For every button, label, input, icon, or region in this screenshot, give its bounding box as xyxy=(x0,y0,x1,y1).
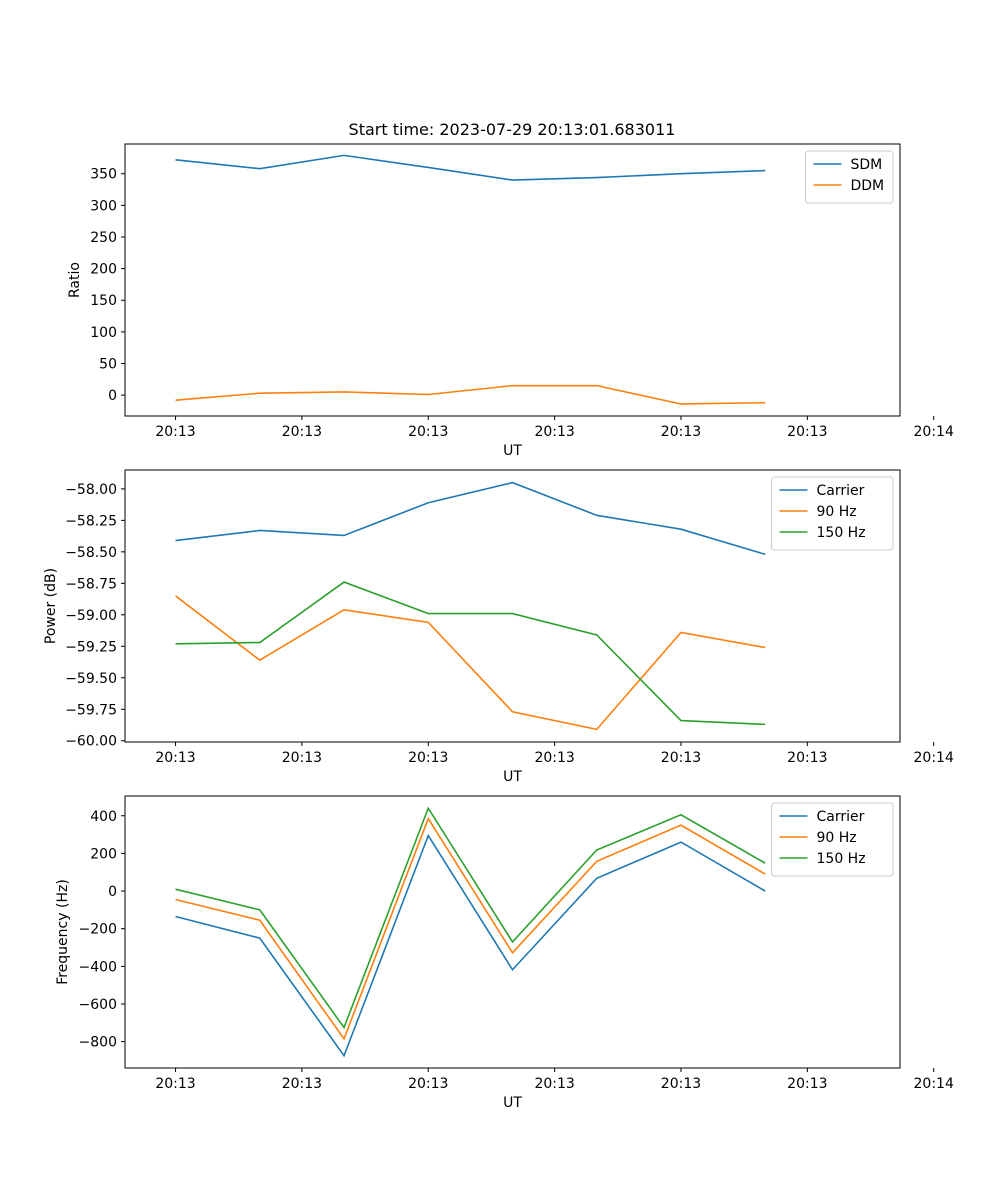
ratio-y-axis-label: Ratio xyxy=(67,262,83,298)
ratio-x-tick-label: 20:13 xyxy=(534,424,574,440)
frequency-y-axis-label: Frequency (Hz) xyxy=(55,879,71,985)
ratio-x-axis-label: UT xyxy=(503,443,522,459)
frequency-y-tick-label: −200 xyxy=(79,922,117,938)
power-axes-frame xyxy=(124,469,901,743)
frequency-x-tick-label: 20:13 xyxy=(534,1076,574,1092)
power-legend-label-carrier: Carrier xyxy=(817,483,865,499)
power-x-tick-label: 20:13 xyxy=(534,750,574,766)
ratio-axes-frame xyxy=(124,143,901,417)
power-y-tick-label: −59.50 xyxy=(65,671,117,687)
ratio-legend-label-sdm: SDM xyxy=(851,157,883,173)
panel-power: 20:13 20:13 20:13 20:13 20:13 20:13 20:14 UT −60… xyxy=(43,469,954,785)
frequency-plot-area xyxy=(125,796,900,1068)
power-x-tick-label: 20:13 xyxy=(155,750,195,766)
ratio-y-tick-label: 50 xyxy=(99,356,117,372)
frequency-x-tick-label: 20:13 xyxy=(661,1076,701,1092)
frequency-x-tick-label: 20:13 xyxy=(787,1076,827,1092)
frequency-x-tick-label: 20:14 xyxy=(914,1076,954,1092)
power-x-tick-label: 20:13 xyxy=(787,750,827,766)
ratio-x-tick-label: 20:13 xyxy=(661,424,701,440)
power-x-tick-label: 20:13 xyxy=(408,750,448,766)
ratio-plot-area xyxy=(125,144,900,416)
power-y-axis-label: Power (dB) xyxy=(43,568,59,644)
power-legend: Carrier 90 Hz 150 Hz xyxy=(771,476,894,551)
power-y-tick-label: −58.50 xyxy=(65,545,117,561)
frequency-y-tick-label: −800 xyxy=(79,1035,117,1051)
power-x-axis-label: UT xyxy=(503,769,522,785)
ratio-x-tick-label: 20:13 xyxy=(282,424,322,440)
ratio-y-tick-label: 300 xyxy=(90,198,117,214)
frequency-x-axis-label: UT xyxy=(503,1095,522,1111)
ratio-y-tick-label: 200 xyxy=(90,262,117,278)
frequency-series-90-hz-line xyxy=(175,816,766,1041)
frequency-y-tick-label: 200 xyxy=(90,846,117,862)
power-plot-area xyxy=(125,470,900,742)
frequency-legend-label-carrier: Carrier xyxy=(817,809,865,825)
frequency-y-tick-label: −400 xyxy=(79,959,117,975)
power-series-150-hz-line xyxy=(175,581,766,726)
frequency-axes-frame xyxy=(124,795,901,1069)
frequency-y-tick-label: 400 xyxy=(90,809,117,825)
power-x-tick-label: 20:14 xyxy=(914,750,954,766)
ratio-y-tick-label: 150 xyxy=(90,293,117,309)
power-x-tick-label: 20:13 xyxy=(661,750,701,766)
frequency-legend: Carrier 90 Hz 150 Hz xyxy=(771,802,894,877)
frequency-y-tick-label: 0 xyxy=(108,884,117,900)
figure-title: Start time: 2023-07-29 20:13:01.683011 xyxy=(349,120,676,139)
ratio-series-sdm-line xyxy=(175,154,766,181)
ratio-legend: SDM DDM xyxy=(805,150,894,204)
panel-ratio: 20:13 20:13 20:13 20:13 20:13 20:13 20:14 UT 0 50… xyxy=(67,143,954,459)
ratio-x-tick-label: 20:13 xyxy=(787,424,827,440)
power-series-carrier-line xyxy=(175,481,766,556)
power-y-tick-label: −58.00 xyxy=(65,482,117,498)
power-y-tick-label: −59.75 xyxy=(65,702,117,718)
power-y-tick-label: −60.00 xyxy=(65,734,117,750)
frequency-x-tick-label: 20:13 xyxy=(282,1076,322,1092)
ratio-series-ddm-line xyxy=(175,384,766,405)
power-legend-label-90-hz: 90 Hz xyxy=(817,504,857,520)
ratio-y-tick-label: 250 xyxy=(90,230,117,246)
ratio-legend-label-ddm: DDM xyxy=(851,178,885,194)
ratio-x-tick-label: 20:14 xyxy=(914,424,954,440)
power-y-tick-label: −59.00 xyxy=(65,608,117,624)
power-series-90-hz-line xyxy=(175,595,766,731)
power-x-tick-label: 20:13 xyxy=(282,750,322,766)
frequency-series-150-hz-line xyxy=(175,806,766,1030)
frequency-legend-label-150-hz: 150 Hz xyxy=(817,851,866,867)
ratio-y-tick-label: 100 xyxy=(90,325,117,341)
ratio-y-tick-label: 0 xyxy=(108,388,117,404)
frequency-series-carrier-line xyxy=(175,833,766,1058)
ratio-y-tick-label: 350 xyxy=(90,167,117,183)
frequency-y-tick-label: −600 xyxy=(79,997,117,1013)
frequency-x-tick-label: 20:13 xyxy=(408,1076,448,1092)
power-legend-label-150-hz: 150 Hz xyxy=(817,525,866,541)
panel-frequency: 20:13 20:13 20:13 20:13 20:13 20:13 20:14 UT −80… xyxy=(55,795,954,1111)
ratio-x-tick-label: 20:13 xyxy=(155,424,195,440)
power-y-tick-label: −58.75 xyxy=(65,576,117,592)
ratio-x-tick-label: 20:13 xyxy=(408,424,448,440)
power-y-tick-label: −58.25 xyxy=(65,513,117,529)
power-y-tick-label: −59.25 xyxy=(65,639,117,655)
frequency-x-tick-label: 20:13 xyxy=(155,1076,195,1092)
frequency-legend-label-90-hz: 90 Hz xyxy=(817,830,857,846)
